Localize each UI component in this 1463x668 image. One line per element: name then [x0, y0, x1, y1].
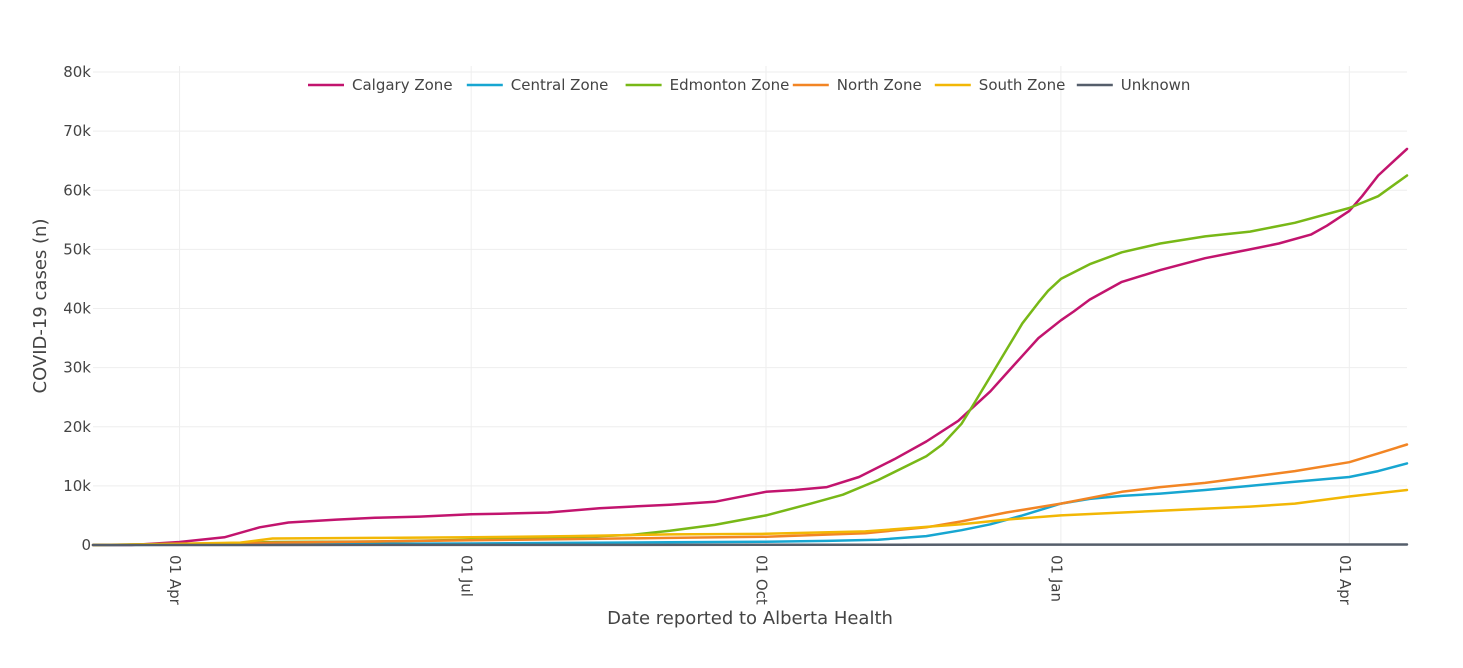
legend-item-south-zone[interactable]: South Zone: [934, 76, 1066, 94]
legend-item-north-zone[interactable]: North Zone: [792, 76, 922, 94]
series-line-south-zone[interactable]: [91, 488, 1409, 547]
x-tick-label: 01 Apr: [166, 555, 184, 606]
series-line-unknown[interactable]: [91, 543, 1409, 547]
y-tick-label: 0: [81, 536, 91, 554]
x-axis-title: Date reported to Alberta Health: [607, 608, 893, 629]
legend-label: Edmonton Zone: [670, 76, 790, 94]
y-tick-label: 50k: [63, 240, 91, 258]
legend-item-unknown[interactable]: Unknown: [1076, 76, 1191, 94]
series-line-north-zone[interactable]: [91, 443, 1409, 547]
y-tick-label: 10k: [63, 477, 91, 495]
legend-item-central-zone[interactable]: Central Zone: [466, 76, 609, 94]
series-line-central-zone[interactable]: [91, 462, 1409, 547]
x-tick-label: 01 Apr: [1336, 555, 1354, 606]
legend-item-calgary-zone[interactable]: Calgary Zone: [308, 76, 453, 94]
legend[interactable]: Calgary Zone Central Zone Edmonton Zone Nor…: [308, 76, 1190, 94]
legend-label: South Zone: [979, 76, 1066, 94]
series-line-calgary-zone[interactable]: [91, 147, 1409, 547]
y-tick-label: 60k: [63, 181, 91, 199]
y-tick-label: 30k: [63, 359, 91, 377]
grid: [93, 66, 1407, 546]
y-axis-ticks: 0 10k 20k 30k 40k 50k 60k 70k 80k: [63, 63, 91, 554]
legend-label: Unknown: [1121, 76, 1191, 94]
x-tick-label: 01 Jan: [1047, 555, 1065, 602]
x-tick-label: 01 Oct: [753, 555, 771, 605]
series-lines: [91, 147, 1409, 547]
y-tick-label: 40k: [63, 300, 91, 318]
legend-item-edmonton-zone[interactable]: Edmonton Zone: [625, 76, 790, 94]
x-axis-ticks: 01 Apr 01 Jul 01 Oct 01 Jan 01 Apr: [166, 555, 1354, 606]
y-tick-label: 20k: [63, 418, 91, 436]
x-tick-label: 01 Jul: [458, 555, 476, 597]
legend-label: Central Zone: [511, 76, 609, 94]
legend-label: North Zone: [837, 76, 922, 94]
y-tick-label: 70k: [63, 122, 91, 140]
y-axis-title: COVID-19 cases (n): [30, 219, 51, 394]
legend-label: Calgary Zone: [352, 76, 453, 94]
y-tick-label: 80k: [63, 63, 91, 81]
